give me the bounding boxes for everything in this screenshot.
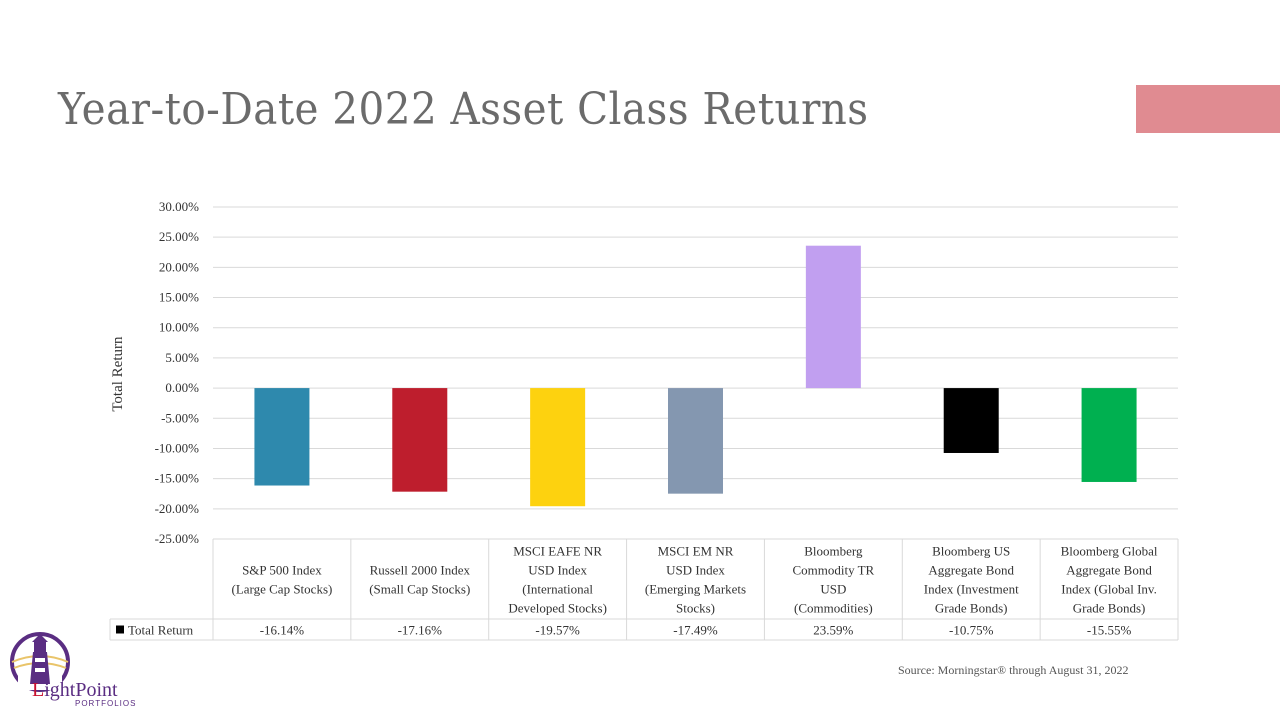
logo-wordmark: LightPoint bbox=[32, 679, 118, 701]
data-value-label: -15.55% bbox=[1087, 623, 1132, 638]
data-value-label: -19.57% bbox=[535, 623, 580, 638]
y-tick-label: -25.00% bbox=[155, 531, 200, 546]
category-label: Grade Bonds) bbox=[935, 601, 1008, 616]
bar bbox=[943, 388, 999, 453]
accent-bar bbox=[1136, 85, 1280, 133]
category-label: USD bbox=[820, 582, 846, 597]
category-label: Developed Stocks) bbox=[508, 601, 607, 616]
category-label: (Emerging Markets bbox=[645, 582, 746, 597]
legend-label: Total Return bbox=[128, 623, 194, 638]
y-tick-label: 5.00% bbox=[165, 350, 199, 365]
data-value-label: -10.75% bbox=[949, 623, 994, 638]
category-label: Index (Global Inv. bbox=[1061, 582, 1157, 597]
category-label: USD Index bbox=[528, 563, 587, 578]
y-tick-label: 0.00% bbox=[165, 380, 199, 395]
y-tick-label: 10.00% bbox=[159, 320, 199, 335]
bar bbox=[392, 388, 448, 492]
category-label: MSCI EM NR bbox=[658, 544, 734, 559]
lighthouse-logo-icon bbox=[10, 632, 70, 692]
bar bbox=[254, 388, 310, 486]
category-label: MSCI EAFE NR bbox=[513, 544, 602, 559]
y-tick-label: -20.00% bbox=[155, 501, 200, 516]
source-note: Source: Morningstar® through August 31, … bbox=[898, 663, 1129, 677]
y-tick-label: -15.00% bbox=[155, 471, 200, 486]
data-value-label: -17.49% bbox=[673, 623, 718, 638]
bar bbox=[530, 388, 586, 507]
category-label: Aggregate Bond bbox=[1066, 563, 1152, 578]
category-label: Bloomberg bbox=[804, 544, 863, 559]
category-label: USD Index bbox=[666, 563, 725, 578]
y-tick-label: 25.00% bbox=[159, 229, 199, 244]
category-label: Grade Bonds) bbox=[1073, 601, 1146, 616]
logo-subtitle: PORTFOLIOS bbox=[75, 699, 137, 708]
legend-key bbox=[116, 625, 124, 634]
bar bbox=[1081, 388, 1137, 482]
y-tick-label: 15.00% bbox=[159, 290, 199, 305]
page-title: Year-to-Date 2022 Asset Class Returns bbox=[58, 84, 869, 135]
category-label: Russell 2000 Index bbox=[370, 563, 471, 578]
bar bbox=[805, 245, 861, 389]
y-tick-label: -10.00% bbox=[155, 440, 200, 455]
y-tick-label: -5.00% bbox=[161, 410, 199, 425]
y-tick-label: 30.00% bbox=[159, 199, 199, 214]
category-label: Bloomberg Global bbox=[1061, 544, 1158, 559]
bar bbox=[668, 388, 723, 494]
data-value-label: -17.16% bbox=[398, 623, 443, 638]
y-axis-title: Total Return bbox=[110, 336, 126, 412]
category-label: Stocks) bbox=[676, 601, 715, 616]
category-label: (Small Cap Stocks) bbox=[369, 582, 470, 597]
category-label: (International bbox=[522, 582, 593, 597]
category-label: S&P 500 Index bbox=[242, 563, 322, 578]
data-value-label: -16.14% bbox=[260, 623, 305, 638]
category-label: Commodity TR bbox=[792, 563, 874, 578]
category-label: Bloomberg US bbox=[932, 544, 1010, 559]
category-label: (Commodities) bbox=[794, 601, 873, 616]
category-label: (Large Cap Stocks) bbox=[231, 582, 332, 597]
category-label: Index (Investment bbox=[924, 582, 1019, 597]
category-label: Aggregate Bond bbox=[928, 563, 1014, 578]
data-value-label: 23.59% bbox=[813, 623, 853, 638]
y-tick-label: 20.00% bbox=[159, 259, 199, 274]
